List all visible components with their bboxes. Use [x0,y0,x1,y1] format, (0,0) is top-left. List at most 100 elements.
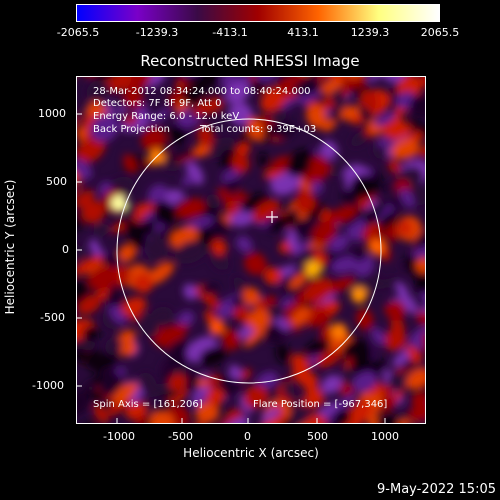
noise-blob [197,125,214,147]
colorbar-label: -2065.5 [56,26,100,39]
noise-blob [408,404,425,421]
noise-blob [310,155,331,178]
noise-blob [199,283,220,296]
noise-blob [225,200,240,215]
noise-blob [351,247,366,262]
noise-blob [377,136,391,147]
noise-blob [184,216,215,230]
noise-blob [243,385,268,409]
noise-blob [360,89,379,111]
noise-blob [320,140,338,160]
noise-blob [411,391,425,412]
noise-blob [206,388,225,406]
noise-blob [291,353,311,378]
noise-blob [88,239,102,257]
noise-blob [229,364,242,381]
noise-blob [263,267,282,285]
noise-blob [153,200,177,226]
image-canvas [77,77,425,423]
noise-blob [406,368,425,390]
noise-blob [77,215,83,231]
noise-blob [88,265,117,291]
noise-blob [181,175,195,187]
x-tick-label: -1000 [103,430,135,443]
noise-blob [125,401,147,420]
noise-blob [137,313,160,337]
x-tick-label: 0 [244,430,251,443]
noise-blob [330,88,347,110]
counts-annotation: Total counts: 9.39E+03 [200,124,317,135]
colorbar-label: -413.1 [212,26,248,39]
noise-blob [242,287,261,306]
noise-blob [290,307,311,326]
noise-blob [351,399,374,421]
colorbar-label: 413.1 [287,26,319,39]
y-tick-label: 1000 [38,107,66,120]
noise-blob [390,316,405,338]
noise-blob [183,283,198,300]
noise-blob [77,255,103,276]
colorbar-label: 1239.3 [350,26,390,39]
x-axis-label: Heliocentric X (arcsec) [183,446,319,460]
noise-blob [169,124,189,146]
noise-blob [294,191,316,213]
hot-spot [331,323,347,339]
noise-blob [221,328,241,350]
noise-blob [286,148,315,177]
noise-blob [235,142,251,157]
noise-blob [263,323,284,344]
noise-blob [238,368,252,381]
noise-blob [255,371,279,391]
noise-blob [233,276,247,294]
noise-blob [149,107,171,125]
noise-blob [211,239,227,256]
noise-blob [98,373,124,396]
noise-blob [89,114,119,143]
noise-blob [147,184,168,204]
noise-blob [388,371,406,395]
noise-blob [108,303,127,325]
colorbar-label: 2065.5 [420,26,460,39]
noise-blob [320,77,344,95]
x-tick-label: 1000 [371,430,399,443]
y-axis-label: Heliocentric Y (arcsec) [3,179,17,315]
noise-blob [303,277,334,304]
timestamp: 9-May-2022 15:05 [377,482,496,497]
noise-blob [409,325,425,350]
y-tick-label: -1000 [32,379,64,392]
noise-blob [353,371,378,393]
noise-blob [110,98,124,111]
noise-blob [379,394,398,411]
noise-blob [224,179,240,194]
x-tick-label: -500 [168,430,193,443]
noise-blob [231,296,245,307]
plot-image: 28-Mar-2012 08:34:24.000 to 08:40:24.000… [76,76,426,424]
noise-blob [232,306,250,320]
hot-spot [305,261,321,277]
noise-blob [224,82,250,104]
noise-blob [168,338,193,361]
noise-blob [251,80,266,92]
noise-blob [304,414,327,423]
colorbar [76,4,440,22]
noise-blob [311,219,338,245]
noise-blob [165,149,196,162]
noise-blob [77,241,84,263]
hot-spot [209,319,225,335]
noise-blob [343,77,368,89]
noise-blob [328,234,350,252]
noise-blob [257,152,269,168]
noise-blob [233,191,247,204]
noise-blob [367,77,389,82]
colorbar-label: -1239.3 [135,26,179,39]
noise-blob [144,237,168,262]
noise-blob [388,159,401,174]
noise-blob [329,161,347,177]
noise-blob [81,200,105,224]
noise-blob [390,138,420,160]
energy-annotation: Energy Range: 6.0 - 12.0 keV [93,111,240,122]
y-tick-label: -500 [40,311,65,324]
noise-blob [409,94,425,119]
detectors-annotation: Detectors: 7F 8F 9F, Att 0 [93,98,222,109]
